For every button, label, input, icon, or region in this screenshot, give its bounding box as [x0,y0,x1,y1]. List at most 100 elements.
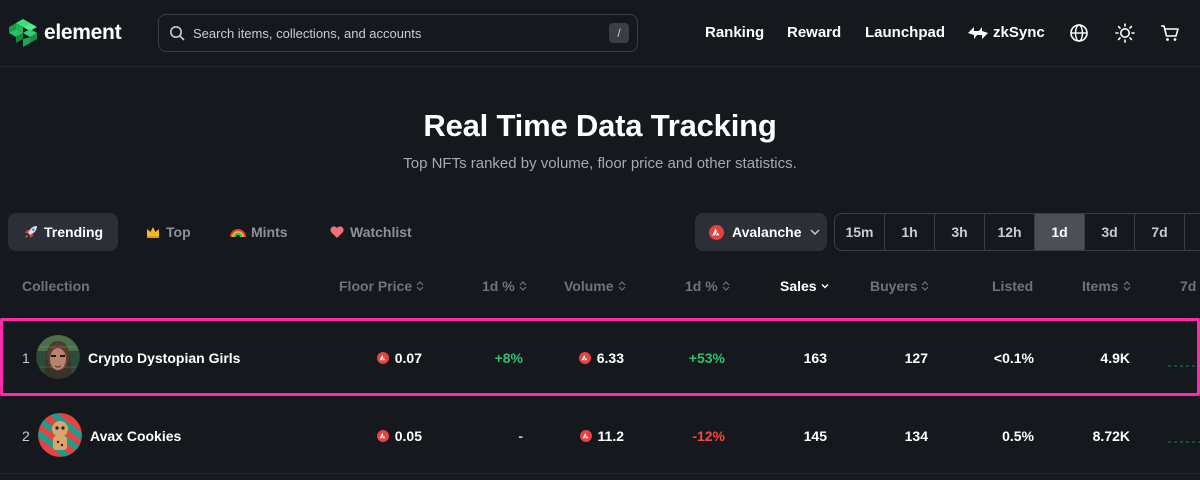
collection-name[interactable]: Crypto Dystopian Girls [88,350,241,366]
tab-top-label: Top [166,224,191,240]
sales-value: 145 [803,428,827,444]
sort-icon [722,281,730,291]
tab-trending-label: Trending [44,224,104,240]
listed-value: 0.5% [1002,428,1034,444]
nav-launchpad[interactable]: Launchpad [865,24,946,41]
element-logo-icon [9,19,37,47]
volume-cell: 11.2 [579,426,624,446]
nav-reward[interactable]: Reward [787,24,842,41]
column-items[interactable]: Items [1082,278,1131,294]
column-sales-label: Sales [780,278,817,294]
time-range-1h[interactable]: 1h [885,214,935,250]
column-7d-chart: 7d [1180,278,1197,294]
heart-icon [330,226,344,238]
brand-name: element [44,21,122,44]
page-title: Real Time Data Tracking [423,108,777,143]
column-items-label: Items [1082,278,1119,294]
search-icon [170,26,185,41]
listed-value: <0.1% [993,350,1034,366]
column-volume-label: Volume [564,278,614,294]
top-header: element / Ranking Reward Launchpad zkSyn… [0,0,1200,67]
collection-avatar [38,413,82,457]
sort-icon [519,281,527,291]
tab-trending[interactable]: Trending [8,213,119,251]
rainbow-icon [230,229,246,238]
sparkline-chart [1168,441,1200,443]
nav-zksync-label: zkSync [993,24,1045,41]
floor-change-value: +8% [494,350,523,366]
collection-avatar [36,335,80,379]
nav-zksync[interactable]: zkSync [968,24,1045,41]
column-volume-change-label: 1d % [685,278,718,294]
search-box[interactable]: / [158,14,638,52]
column-buyers[interactable]: Buyers [870,278,929,294]
avalanche-icon [709,224,724,240]
sort-icon [416,281,424,291]
rocket-icon [25,226,37,238]
sort-icon [1123,281,1131,291]
search-input[interactable] [193,15,609,51]
row-rank: 2 [22,428,30,444]
volume-change-value: +53% [688,350,725,366]
avalanche-icon [578,352,591,364]
floor-price-cell: 0.07 [376,348,422,368]
table-row[interactable]: 2 Avax Cookies 0.05 - 11.2 -12% 145 134 … [0,396,1200,474]
search-shortcut-key: / [609,23,629,43]
time-range-12h[interactable]: 12h [985,214,1035,250]
time-range-15m[interactable]: 15m [835,214,885,250]
volume-value: 6.33 [596,350,624,366]
sales-value: 163 [803,350,827,366]
time-range-1d[interactable]: 1d [1035,214,1085,250]
sort-icon [618,281,625,291]
sort-icon [922,281,929,291]
column-listed: Listed [992,278,1034,294]
floor-price-value: 0.05 [394,428,422,444]
chevron-down-icon [821,284,829,289]
nav-ranking[interactable]: Ranking [705,24,765,41]
tab-mints[interactable]: Mints [215,213,303,251]
chevron-down-icon [809,229,820,236]
crown-icon [147,227,159,238]
column-floor-price-label: Floor Price [339,278,413,294]
tab-top[interactable]: Top [130,213,206,251]
avalanche-icon [376,430,389,442]
globe-icon[interactable] [1069,23,1089,43]
tab-watchlist-label: Watchlist [350,224,412,240]
column-collection: Collection [22,278,90,294]
volume-change-value: -12% [692,428,725,444]
avalanche-icon [376,352,389,364]
time-range-7d[interactable]: 7d [1135,214,1185,250]
floor-price-value: 0.07 [394,350,422,366]
tab-watchlist[interactable]: Watchlist [314,213,427,251]
items-value: 4.9K [1100,350,1130,366]
volume-value: 11.2 [597,428,624,444]
cart-icon[interactable] [1160,23,1180,43]
avalanche-icon [579,430,592,442]
table-row[interactable]: 1 Crypto Dystopian Girls 0.07 +8% 6.33 +… [0,318,1200,396]
time-range-3h[interactable]: 3h [935,214,985,250]
floor-price-cell: 0.05 [376,426,422,446]
column-floor-change-label: 1d % [482,278,515,294]
zksync-icon [968,26,988,39]
row-rank: 1 [22,350,30,366]
buyers-value: 127 [904,350,928,366]
time-range-selector: 15m 1h 3h 12h 1d 3d 7d [834,213,1200,251]
column-floor-change[interactable]: 1d % [482,278,527,294]
volume-cell: 6.33 [578,348,624,368]
column-sales[interactable]: Sales [780,278,829,294]
brand-logo[interactable]: element [8,18,122,48]
chain-selector[interactable]: Avalanche [695,213,827,251]
theme-sun-icon[interactable] [1115,23,1135,43]
time-range-more[interactable] [1185,214,1200,250]
time-range-3d[interactable]: 3d [1085,214,1135,250]
items-value: 8.72K [1092,428,1130,444]
column-volume-change[interactable]: 1d % [685,278,730,294]
tab-mints-label: Mints [251,224,288,240]
collection-name[interactable]: Avax Cookies [90,428,182,444]
column-buyers-label: Buyers [870,278,918,294]
chain-selected-label: Avalanche [732,224,802,240]
column-floor-price[interactable]: Floor Price [339,278,424,294]
floor-change-value: - [518,428,523,444]
column-volume[interactable]: Volume [564,278,626,294]
page-subtitle: Top NFTs ranked by volume, floor price a… [403,155,797,172]
